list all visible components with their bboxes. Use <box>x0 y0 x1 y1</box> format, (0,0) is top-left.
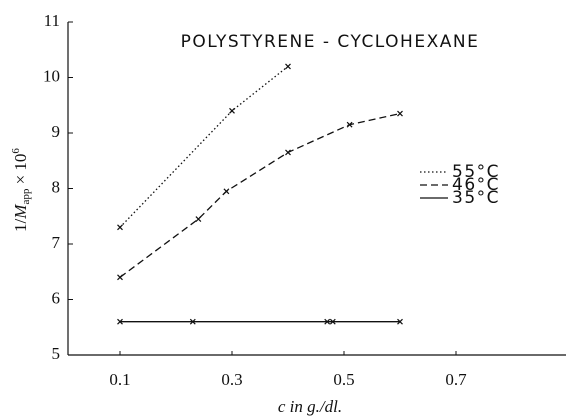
data-point <box>223 188 230 195</box>
data-point <box>346 121 353 128</box>
x-tick-label: 0.3 <box>221 370 242 389</box>
legend-label: 46°C <box>452 175 500 195</box>
legend-label: 35°C <box>452 188 500 208</box>
series-line <box>119 112 401 278</box>
data-point <box>189 318 196 325</box>
x-tick-label: 0.1 <box>109 370 130 389</box>
data-point <box>229 107 235 114</box>
y-tick-label: 9 <box>52 122 61 141</box>
y-tick-label: 11 <box>44 11 60 30</box>
data-point <box>397 110 403 117</box>
data-point <box>195 216 202 222</box>
y-tick-label: 5 <box>52 344 61 363</box>
data-point <box>117 224 123 231</box>
y-tick-label: 8 <box>52 177 61 196</box>
data-point <box>324 318 331 325</box>
data-point <box>117 318 123 325</box>
data-point <box>117 274 123 281</box>
data-point <box>285 149 291 156</box>
y-tick-label: 6 <box>52 288 61 307</box>
series-line <box>119 65 289 228</box>
data-point <box>329 318 336 325</box>
chart-title: POLYSTYRENE - CYCLOHEXANE <box>181 32 480 52</box>
data-point <box>285 63 291 70</box>
y-tick-label: 7 <box>52 233 61 252</box>
legend-label: 55°C <box>452 162 500 182</box>
x-axis-label: c in g./dl. <box>278 397 342 416</box>
x-tick-label: 0.7 <box>445 370 467 389</box>
y-tick-label: 10 <box>43 66 60 85</box>
data-point <box>397 318 403 325</box>
y-axis-label: 1/Mapp × 106 <box>10 148 32 232</box>
x-tick-label: 0.5 <box>333 370 354 389</box>
